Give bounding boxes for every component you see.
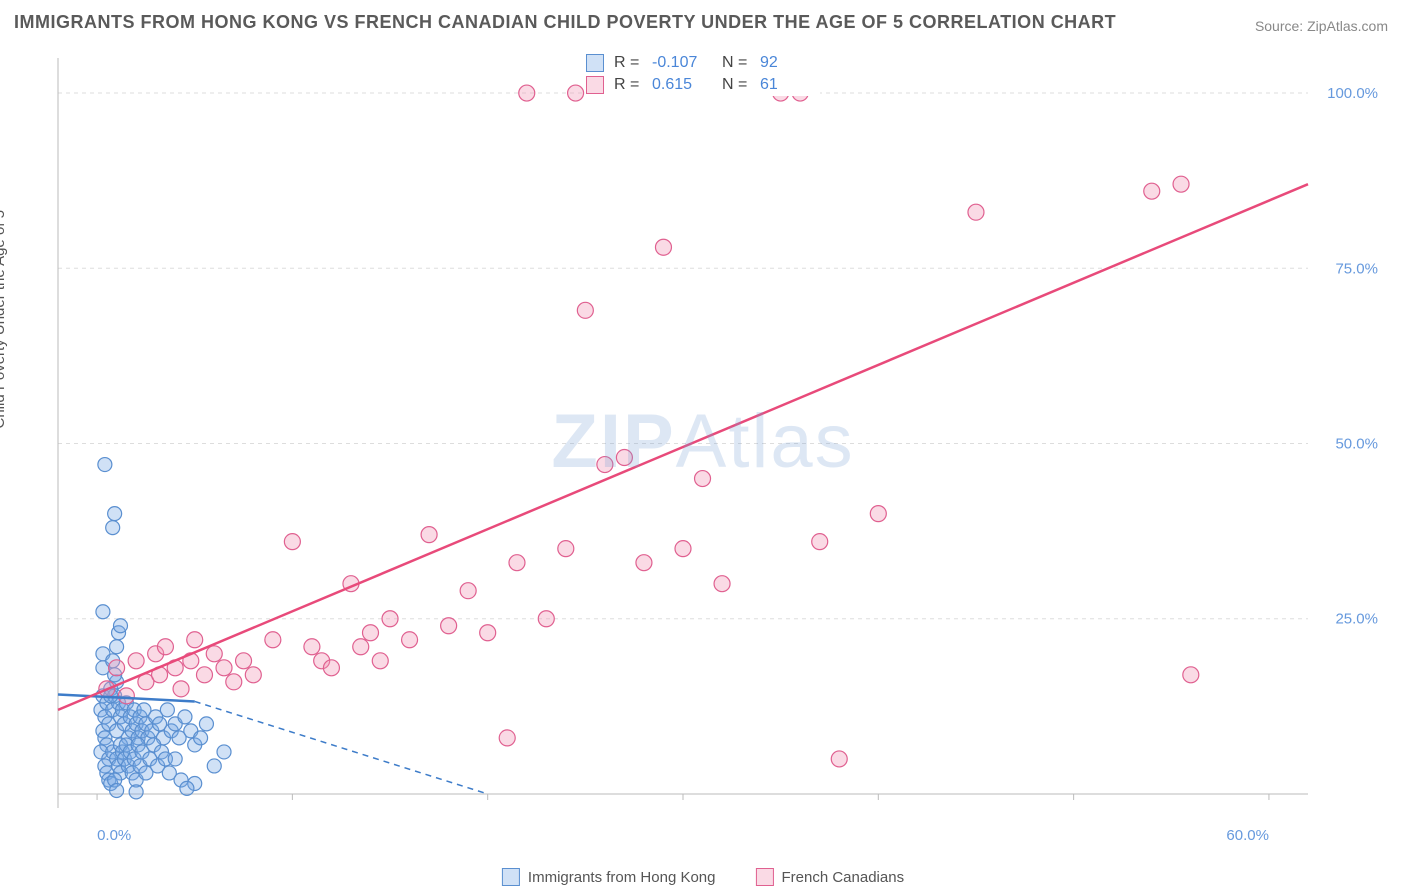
- legend-swatch: [586, 54, 604, 72]
- source-attribution: Source: ZipAtlas.com: [1255, 18, 1388, 34]
- y-axis-label: Child Poverty Under the Age of 5: [0, 210, 8, 428]
- legend-row: R = 0.615 N = 61: [586, 74, 820, 96]
- legend-row: R = -0.107 N = 92: [586, 52, 820, 74]
- svg-text:25.0%: 25.0%: [1335, 611, 1378, 628]
- series-legend: Immigrants from Hong Kong French Canadian…: [502, 868, 904, 886]
- stat-value-r: 0.615: [652, 76, 712, 94]
- svg-text:60.0%: 60.0%: [1226, 827, 1269, 844]
- legend-label: French Canadians: [782, 869, 905, 886]
- legend-swatch: [586, 76, 604, 94]
- svg-text:0.0%: 0.0%: [97, 827, 131, 844]
- svg-text:100.0%: 100.0%: [1327, 85, 1378, 102]
- stat-value-n: 92: [760, 54, 820, 72]
- legend-label: Immigrants from Hong Kong: [528, 869, 716, 886]
- scatter-plot: 25.0% 50.0% 75.0% 100.0% 0.0% 60.0%: [48, 48, 1388, 848]
- stat-value-r: -0.107: [652, 54, 712, 72]
- legend-swatch: [756, 868, 774, 886]
- legend-item: Immigrants from Hong Kong: [502, 868, 716, 886]
- legend-item: French Canadians: [756, 868, 905, 886]
- svg-text:75.0%: 75.0%: [1335, 260, 1378, 277]
- stat-label-n: N =: [722, 54, 750, 72]
- correlation-legend: R = -0.107 N = 92 R = 0.615 N = 61: [586, 52, 820, 96]
- stat-label-n: N =: [722, 76, 750, 94]
- svg-text:50.0%: 50.0%: [1335, 436, 1378, 453]
- legend-swatch: [502, 868, 520, 886]
- chart-title: IMMIGRANTS FROM HONG KONG VS FRENCH CANA…: [14, 12, 1116, 33]
- stat-label-r: R =: [614, 54, 642, 72]
- stat-value-n: 61: [760, 76, 820, 94]
- stat-label-r: R =: [614, 76, 642, 94]
